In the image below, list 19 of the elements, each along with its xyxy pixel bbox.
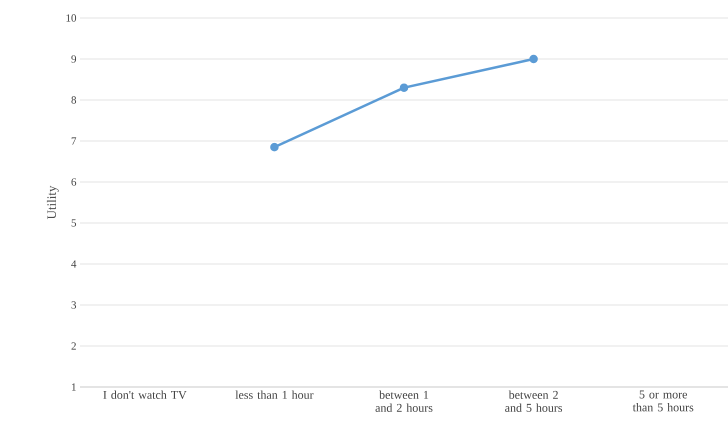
x-tick-label: 5 or more than 5 hours bbox=[632, 390, 694, 412]
y-tick-label: 9 bbox=[71, 55, 76, 63]
y-tick-label: 10 bbox=[66, 14, 76, 22]
x-tick-label: I don't watch TV bbox=[103, 390, 187, 399]
y-axis-title: Utility bbox=[46, 186, 59, 220]
y-tick-label: 3 bbox=[72, 301, 76, 309]
y-tick-label: 6 bbox=[71, 178, 76, 186]
y-tick-label: 4 bbox=[71, 260, 76, 268]
y-tick-label: 2 bbox=[71, 342, 76, 350]
y-tick-label: 7 bbox=[72, 137, 76, 145]
y-tick-label: 5 bbox=[72, 219, 76, 227]
point bbox=[400, 83, 408, 92]
point bbox=[529, 54, 538, 64]
x-tick-label: between 2 and 5 hours bbox=[505, 390, 562, 412]
y-tick-label: 8 bbox=[71, 96, 76, 104]
x-tick-label: between 1 and 2 hours bbox=[376, 390, 432, 412]
x-tick-label: less than 1 hour bbox=[235, 390, 314, 399]
point bbox=[270, 142, 279, 152]
y-tick-label: 1 bbox=[72, 383, 76, 391]
